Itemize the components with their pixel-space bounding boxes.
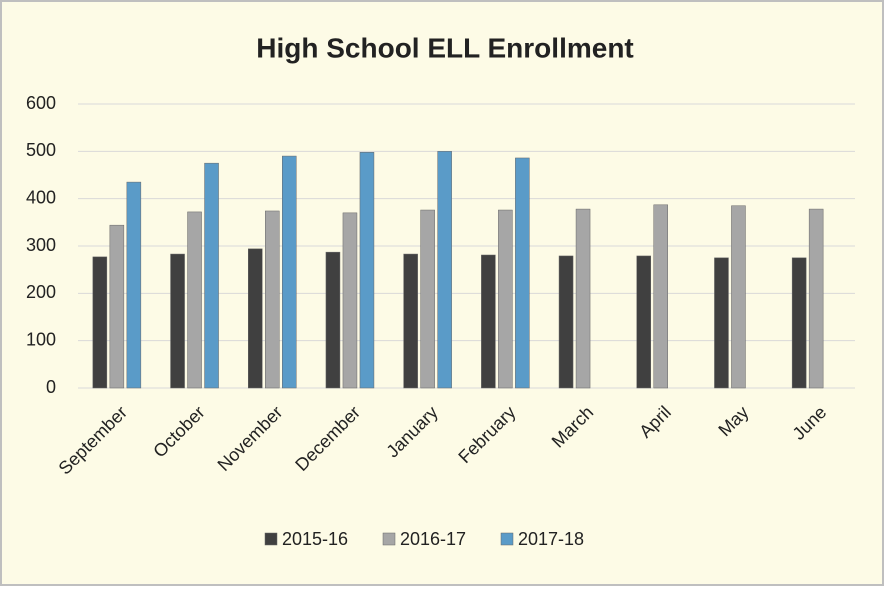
legend-swatch xyxy=(264,532,278,546)
y-tick-label: 300 xyxy=(26,235,56,255)
bar xyxy=(359,152,375,389)
bar xyxy=(109,224,125,389)
bar xyxy=(204,162,219,389)
bar xyxy=(437,151,452,389)
bar xyxy=(636,255,651,389)
bar xyxy=(481,254,496,389)
bar xyxy=(126,181,142,389)
bar xyxy=(325,251,341,389)
legend-label: 2016-17 xyxy=(400,529,466,549)
bar xyxy=(403,253,418,389)
bar xyxy=(187,211,202,389)
legend-label: 2017-18 xyxy=(518,529,584,549)
y-tick-label: 0 xyxy=(46,377,56,397)
legend-swatch xyxy=(500,532,514,546)
bar xyxy=(420,209,435,389)
bar xyxy=(791,257,807,389)
legend-label: 2015-16 xyxy=(282,529,348,549)
y-tick-label: 500 xyxy=(26,140,56,160)
bar xyxy=(92,256,108,389)
bar xyxy=(808,208,824,389)
bar xyxy=(575,208,591,389)
bar xyxy=(498,209,513,389)
bar xyxy=(558,255,574,389)
bar xyxy=(265,210,280,389)
y-tick-label: 400 xyxy=(26,187,56,207)
legend-swatch xyxy=(382,532,396,546)
bar xyxy=(515,157,530,389)
bar xyxy=(282,155,297,389)
bar xyxy=(248,248,263,389)
y-tick-label: 600 xyxy=(26,93,56,113)
bar xyxy=(170,253,185,389)
bar xyxy=(731,205,746,389)
bar xyxy=(714,257,729,389)
bar xyxy=(342,212,358,389)
bar xyxy=(653,204,668,389)
y-tick-label: 100 xyxy=(26,329,56,349)
y-tick-label: 200 xyxy=(26,282,56,302)
chart-title: High School ELL Enrollment xyxy=(256,32,634,63)
